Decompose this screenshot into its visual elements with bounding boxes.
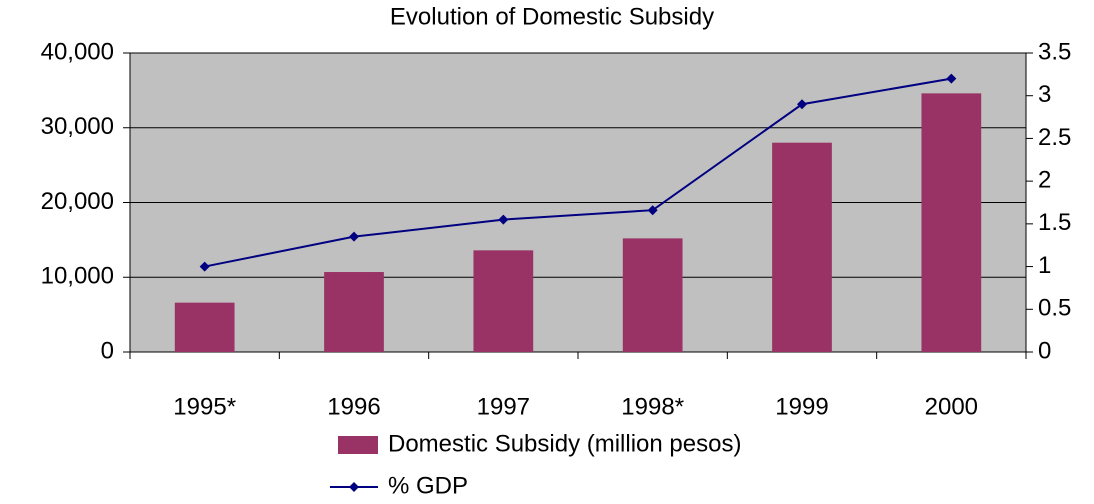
y-tick-label: 30,000 <box>41 113 114 140</box>
y-tick-label: 20,000 <box>41 188 114 215</box>
y-tick-label: 40,000 <box>41 38 114 65</box>
marker <box>797 99 807 110</box>
line <box>204 77 952 268</box>
y2-tick-label: 3 <box>1038 81 1051 108</box>
marker <box>498 214 509 225</box>
bar <box>622 238 683 352</box>
bar <box>473 250 534 352</box>
legend-label: Domestic Subsidy (million pesos) <box>388 430 741 457</box>
marker <box>647 205 658 216</box>
legend-label: % GDP <box>388 472 468 499</box>
y2-tick-label: 0 <box>1038 337 1051 364</box>
bar <box>772 142 832 352</box>
y2-tick-label: 3.5 <box>1038 38 1071 65</box>
y2-tick-label: 0.5 <box>1038 295 1071 322</box>
x-tick-label: 1999 <box>775 393 828 420</box>
legend-marker <box>349 482 359 492</box>
y-tick-label: 10,000 <box>41 263 114 290</box>
bar <box>324 272 384 352</box>
marker <box>946 73 957 84</box>
y2-tick-label: 2 <box>1038 166 1051 193</box>
bar <box>174 302 235 352</box>
legend-swatch <box>338 436 378 454</box>
x-tick-label: 2000 <box>925 393 978 420</box>
y-tick-label: 0 <box>101 337 114 364</box>
y2-tick-label: 1 <box>1038 252 1051 279</box>
x-tick-label: 1998* <box>621 393 684 420</box>
x-tick-label: 1995* <box>173 393 236 420</box>
y2-tick-label: 2.5 <box>1038 124 1071 151</box>
bar <box>921 93 982 353</box>
marker <box>349 231 359 242</box>
x-tick-label: 1997 <box>477 393 530 420</box>
chart-title: Evolution of Domestic Subsidy <box>390 3 714 30</box>
x-tick-label: 1996 <box>327 393 380 420</box>
marker <box>199 261 210 272</box>
y2-tick-label: 1.5 <box>1038 209 1071 236</box>
